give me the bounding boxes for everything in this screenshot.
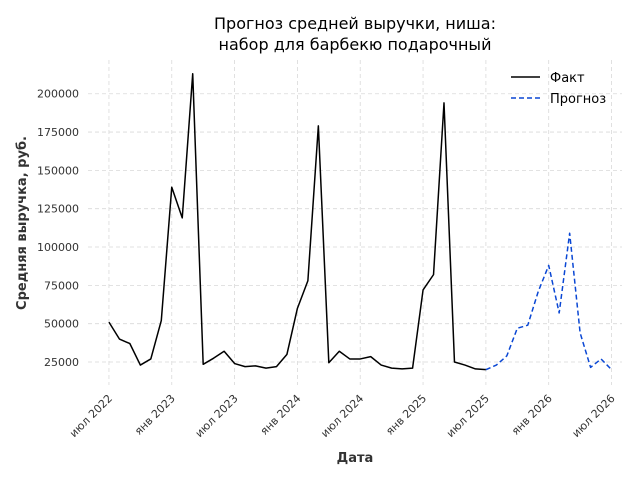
- legend: Факт Прогноз: [511, 71, 606, 107]
- chart-title-line-2: набор для барбекю подарочный: [219, 35, 492, 54]
- chart-title-line-1: Прогноз средней выручки, ниша:: [214, 14, 496, 33]
- y-tick-label: 25000: [44, 356, 79, 369]
- x-axis-label: Дата: [337, 451, 374, 466]
- x-tick-label: июл 2026: [570, 392, 618, 440]
- x-tick-label: янв 2023: [132, 392, 178, 438]
- x-tick-label: янв 2025: [383, 392, 429, 438]
- y-tick-label: 75000: [44, 279, 79, 292]
- x-tick-label: янв 2024: [258, 392, 304, 438]
- y-tick-label: 125000: [37, 203, 79, 216]
- y-tick-label: 100000: [37, 241, 79, 254]
- x-tick-label: янв 2026: [509, 392, 555, 438]
- y-tick-labels: 25000 50000 75000 100000 125000 150000 175000 2…: [37, 88, 79, 369]
- legend-label-forecast: Прогноз: [550, 92, 606, 107]
- x-tick-label: июл 2024: [318, 392, 366, 440]
- y-axis-label: Средняя выручка, руб.: [15, 136, 30, 310]
- legend-label-fact: Факт: [550, 71, 585, 86]
- y-tick-label: 50000: [44, 318, 79, 331]
- x-tick-label: июл 2022: [67, 392, 115, 440]
- y-tick-label: 175000: [37, 126, 79, 139]
- series-line-forecast: [485, 232, 613, 371]
- series-line-fact: [108, 73, 486, 371]
- x-tick-labels: июл 2022 янв 2023 июл 2023 янв 2024 июл 2024…: [67, 392, 618, 440]
- y-tick-label: 200000: [37, 88, 79, 101]
- grid: [88, 60, 622, 385]
- x-tick-label: июл 2025: [444, 392, 492, 440]
- x-tick-label: июл 2023: [193, 392, 241, 440]
- series-layer: [108, 73, 613, 371]
- y-tick-label: 150000: [37, 164, 79, 177]
